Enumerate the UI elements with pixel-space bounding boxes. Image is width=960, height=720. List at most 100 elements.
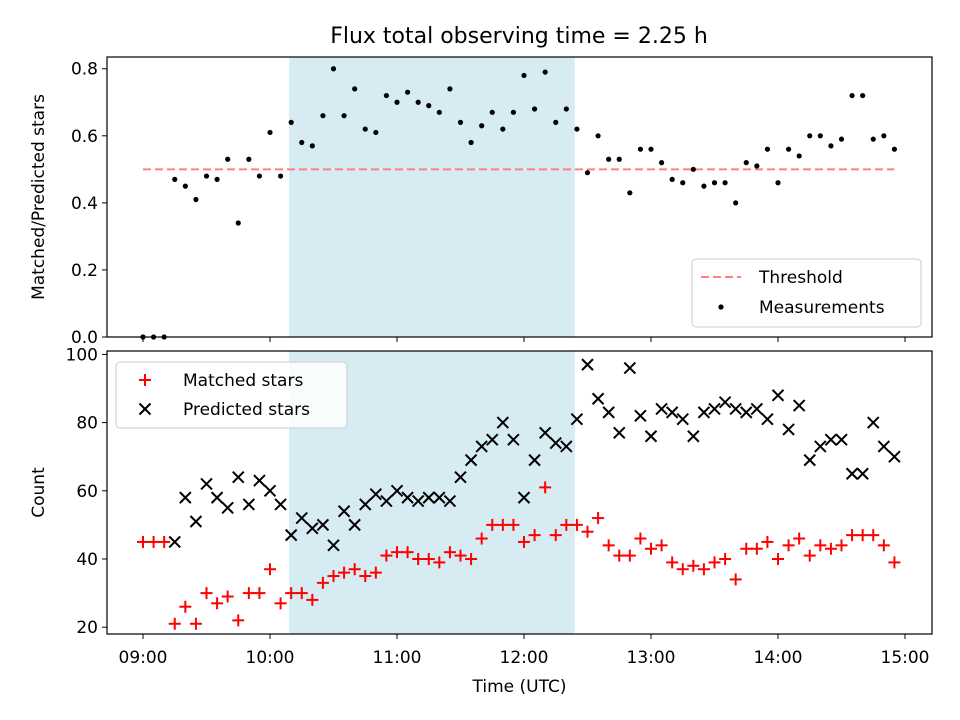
- data-point: [264, 563, 276, 576]
- data-point: [517, 491, 531, 504]
- data-point: [465, 552, 478, 565]
- marker-d2: [221, 501, 234, 515]
- data-point: [835, 539, 848, 552]
- data-point: [775, 180, 781, 186]
- data-point: [486, 433, 499, 446]
- marker-d2: [771, 389, 785, 402]
- data-point: [341, 113, 347, 119]
- data-point: [708, 556, 721, 569]
- marker-d2: [242, 498, 256, 511]
- marker-d2: [210, 491, 224, 504]
- data-point: [320, 113, 326, 119]
- data-point: [803, 453, 816, 467]
- data-point: [750, 542, 763, 555]
- data-point: [676, 563, 689, 576]
- data-point: [380, 494, 393, 508]
- legend-predicted-label: Predicted stars: [183, 400, 310, 420]
- y-tick-label: 60: [76, 482, 98, 502]
- data-point: [422, 552, 435, 565]
- data-point: [771, 389, 785, 402]
- y-tick-label: 0.0: [71, 328, 98, 348]
- marker-d2: [253, 474, 266, 487]
- data-point: [242, 587, 255, 600]
- data-point: [306, 522, 319, 535]
- data-point: [288, 119, 294, 125]
- data-point: [447, 86, 453, 92]
- data-point: [740, 406, 753, 419]
- y-tick-label: 0.6: [71, 127, 98, 147]
- data-point: [253, 474, 266, 487]
- data-point: [888, 556, 901, 569]
- marker-d2: [380, 494, 393, 508]
- marker-d2: [168, 535, 181, 549]
- axes-frame: [106, 350, 933, 635]
- marker-d2: [835, 433, 848, 446]
- x-tick-label: 11:00: [373, 648, 422, 668]
- marker-d2: [856, 467, 869, 480]
- data-point: [542, 69, 548, 75]
- data-point: [711, 180, 718, 186]
- series-measurements: [140, 66, 898, 340]
- data-point: [232, 614, 245, 627]
- marker-d2: [359, 498, 372, 511]
- data-point: [814, 539, 827, 552]
- data-point: [412, 552, 425, 565]
- data-point: [613, 426, 626, 440]
- marker-d2: [200, 477, 213, 491]
- data-point: [560, 518, 573, 531]
- data-point: [510, 109, 517, 115]
- data-point: [475, 532, 488, 545]
- y-tick-label: 0.4: [71, 194, 98, 214]
- data-point: [362, 126, 368, 132]
- data-point: [627, 190, 633, 196]
- data-point: [881, 133, 887, 139]
- data-point: [464, 453, 478, 467]
- data-point: [373, 129, 379, 136]
- marker-d2: [665, 406, 679, 419]
- data-point: [708, 402, 721, 416]
- legend-matched-label: Matched stars: [183, 371, 303, 391]
- data-point: [697, 406, 711, 419]
- data-point: [253, 587, 266, 600]
- marker-d2: [877, 440, 891, 453]
- data-point: [189, 515, 203, 528]
- data-point: [870, 136, 876, 142]
- legend-predicted-swatch-d2: [138, 402, 152, 416]
- marker-d2: [295, 511, 308, 525]
- data-point: [256, 173, 263, 179]
- data-point: [772, 552, 784, 565]
- marker-d2: [454, 470, 467, 484]
- data-point: [856, 529, 869, 542]
- marker-d2: [486, 433, 499, 446]
- marker-d2: [740, 406, 753, 419]
- data-point: [454, 549, 467, 562]
- marker-d2: [824, 433, 838, 446]
- data-point: [645, 542, 657, 555]
- data-point: [401, 546, 414, 559]
- data-point: [669, 176, 675, 182]
- data-point: [719, 552, 732, 565]
- data-point: [179, 491, 192, 504]
- data-point: [648, 146, 654, 152]
- data-point: [518, 535, 530, 548]
- data-point: [404, 89, 411, 95]
- data-point: [581, 358, 594, 371]
- data-point: [856, 467, 869, 480]
- y-tick-label: 100: [66, 345, 98, 365]
- data-point: [828, 143, 834, 149]
- data-point: [475, 440, 488, 453]
- marker-d2: [284, 528, 298, 542]
- data-point: [701, 183, 707, 189]
- legend-threshold-label: Threshold: [758, 268, 843, 288]
- data-point: [592, 512, 605, 525]
- data-point: [761, 412, 774, 426]
- data-point: [348, 518, 361, 532]
- data-point: [761, 535, 774, 548]
- data-point: [352, 86, 358, 92]
- marker-d2: [570, 412, 584, 426]
- data-point: [877, 440, 891, 453]
- data-point: [232, 470, 245, 484]
- data-point: [168, 617, 181, 630]
- data-point: [602, 539, 615, 552]
- data-point: [581, 525, 594, 538]
